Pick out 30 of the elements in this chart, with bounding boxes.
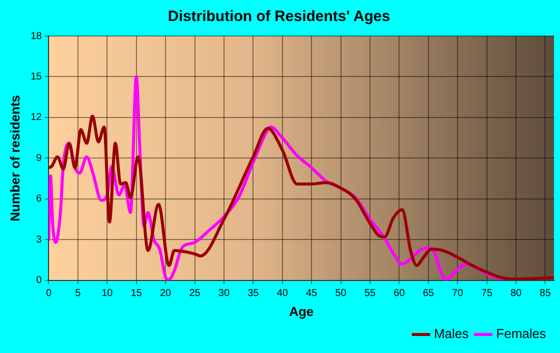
x-axis-title: Age bbox=[289, 304, 314, 319]
legend-label: Males bbox=[434, 326, 470, 342]
x-tick-label: 40 bbox=[276, 288, 288, 300]
x-tick-label: 45 bbox=[306, 288, 318, 300]
x-tick-label: 65 bbox=[422, 288, 434, 300]
x-tick-label: 70 bbox=[452, 288, 464, 300]
x-tick-label: 35 bbox=[248, 288, 260, 300]
y-tick-label: 12 bbox=[30, 112, 42, 124]
y-tick-label: 0 bbox=[36, 275, 42, 286]
x-tick-label: 15 bbox=[130, 288, 142, 300]
x-tick-label: 10 bbox=[102, 288, 114, 300]
y-tick-label: 18 bbox=[30, 30, 42, 42]
x-tick-label: 50 bbox=[335, 288, 347, 300]
x-tick-label: 25 bbox=[189, 288, 201, 300]
x-tick-label: 55 bbox=[364, 288, 376, 300]
x-tick-label: 5 bbox=[75, 288, 82, 300]
x-tick-label: 80 bbox=[510, 288, 522, 300]
x-tick-label: 75 bbox=[481, 288, 493, 300]
y-tick-label: 6 bbox=[36, 194, 42, 205]
x-tick-label: 0 bbox=[46, 288, 52, 300]
y-tick-label: 9 bbox=[36, 152, 42, 164]
x-tick-label: 30 bbox=[218, 288, 230, 300]
y-axis-title: Number of residents bbox=[7, 94, 22, 222]
x-tick-label: 20 bbox=[160, 288, 172, 300]
x-tick-label: 85 bbox=[540, 288, 552, 300]
y-tick-label: 15 bbox=[30, 71, 42, 82]
chart-title: Distribution of Residents' Ages bbox=[168, 8, 390, 26]
y-tick-label: 3 bbox=[36, 234, 42, 246]
legend-label: Females bbox=[496, 326, 546, 342]
x-tick-label: 60 bbox=[394, 288, 406, 300]
